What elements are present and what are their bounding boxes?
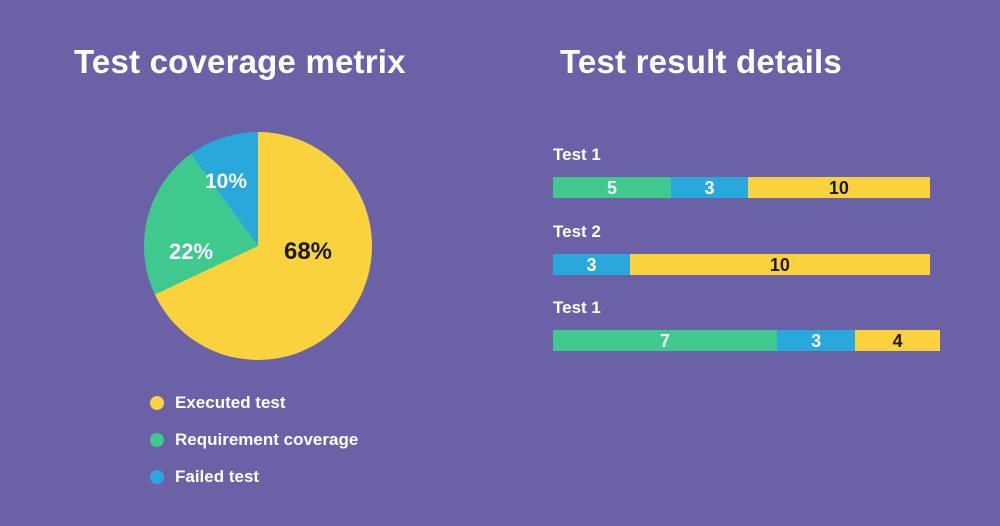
bar-segment-failed-test: 3 (777, 330, 856, 351)
legend-dot-icon (150, 432, 164, 447)
bar-segment-executed-test: 10 (747, 177, 930, 198)
legend-dot-icon (150, 469, 164, 484)
legend-item-label: Executed test (175, 392, 286, 412)
pie-slice-label-failed-test: 10% (204, 170, 248, 193)
bar-row-category-label: Test 1 (553, 298, 601, 317)
bar-segment-requirement-coverage: 5 (553, 177, 671, 198)
pie (144, 132, 372, 360)
legend-dot-icon (150, 395, 164, 410)
legend-item-label: Requirement coverage (175, 429, 359, 449)
legend-item-failed-test: Failed test (150, 466, 358, 486)
bar-segment-failed-test: 3 (553, 254, 630, 275)
bar-row-category-label: Test 2 (553, 222, 601, 241)
bar-segment-executed-test: 10 (629, 254, 930, 275)
bar-segment-failed-test: 3 (671, 177, 748, 198)
legend-item-requirement-coverage: Requirement coverage (150, 429, 359, 449)
stacked-bar: 3 10 (553, 254, 930, 275)
legend-item-label: Failed test (175, 466, 260, 486)
pie-slice-label-requirement-coverage: 22% (168, 239, 214, 264)
pie-slice-label-executed-test: 68% (283, 238, 333, 265)
bar-chart-title: Test result details (560, 43, 842, 80)
legend-item-executed-test: Executed test (150, 392, 358, 412)
bar-row-1: Test 1 5 3 10 (553, 145, 930, 198)
bar-row-category-label: Test 1 (553, 145, 601, 164)
pie-legend: Executed test Requirement coverage Failed … (150, 392, 359, 505)
bar-row-2: Test 2 3 10 (553, 222, 930, 275)
pie-chart-title: Test coverage metrix (74, 43, 406, 80)
stacked-bar: 5 3 10 (553, 177, 930, 198)
pie-chart: 68% 22% 10% (144, 132, 372, 360)
bar-segment-requirement-coverage: 7 (553, 330, 778, 351)
bar-segment-executed-test: 4 (855, 330, 940, 351)
